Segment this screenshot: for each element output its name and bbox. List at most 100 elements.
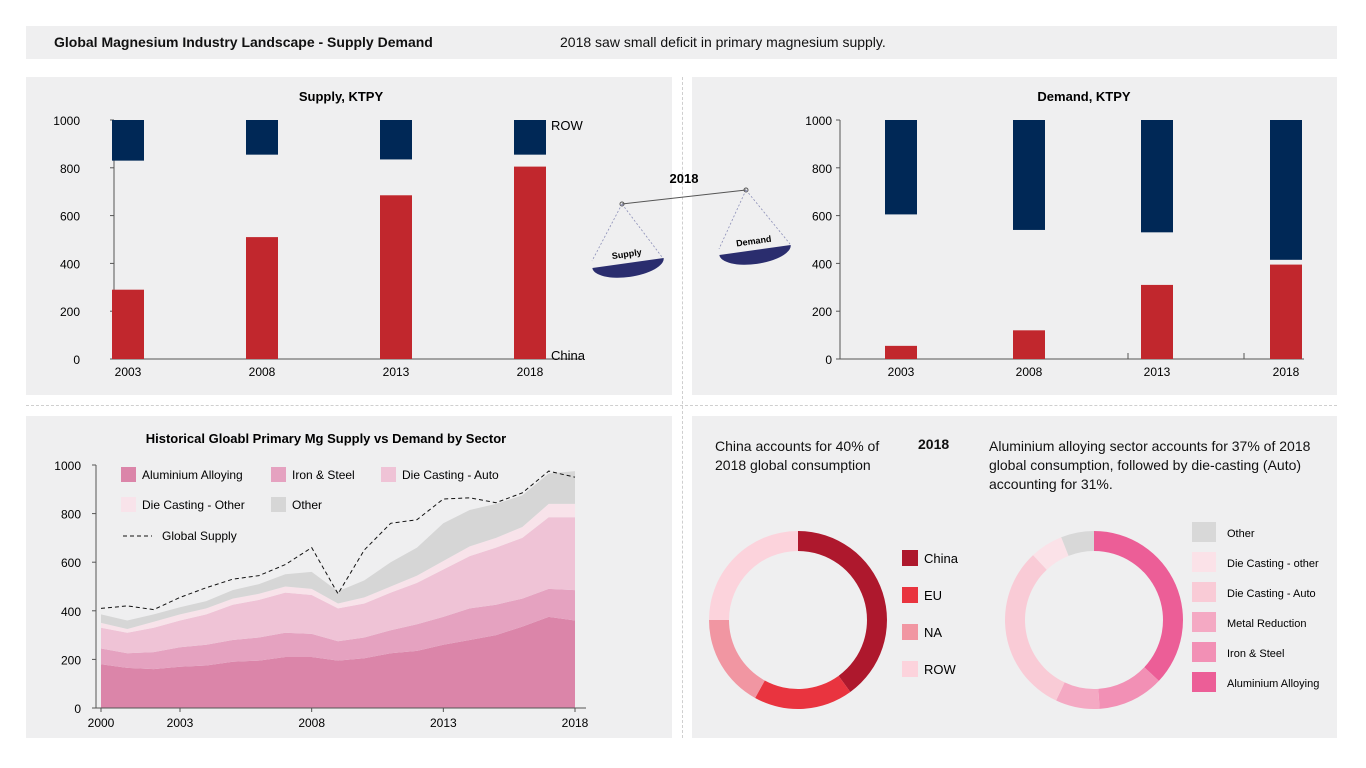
demand-bar-bottom <box>1141 284 1173 359</box>
sector-legend-swatch <box>1192 672 1216 692</box>
history-legend-label: Die Casting - Other <box>142 498 245 512</box>
sector-legend-label: Aluminium Alloying <box>1227 678 1319 690</box>
donut-year: 2018 <box>918 436 950 452</box>
scale-string <box>621 203 663 258</box>
supply-bar-top <box>246 120 278 155</box>
scale-pan-supply: Supply <box>592 247 664 278</box>
history-legend-line-label: Global Supply <box>162 529 237 543</box>
history-supply-line <box>100 470 576 611</box>
donut-charts: China EU NA ROW Other Die Casting - other Die … <box>709 522 1319 709</box>
scale-beam <box>621 189 747 205</box>
country-legend-label: NA <box>924 625 942 640</box>
sector-donut-slice-other <box>1061 531 1094 556</box>
history-x-tick-label: 2013 <box>430 716 457 730</box>
history-x-tick-label: 2008 <box>298 716 325 730</box>
demand-bar-bottom <box>885 345 917 359</box>
country-legend-label: EU <box>924 588 942 603</box>
demand-y-tick-label: 600 <box>812 210 832 224</box>
supply-bar-top <box>112 120 144 161</box>
scale-pivot-right <box>743 187 749 193</box>
history-y-tick-label: 0 <box>74 702 81 716</box>
supply-y-tick-label: 0 <box>73 353 80 367</box>
history-y-tick-label: 600 <box>61 556 81 570</box>
scale-pan-supply-label: Supply <box>611 247 642 261</box>
history-legend-swatch <box>121 497 136 512</box>
supply-x-tick-label: 2008 <box>249 365 276 379</box>
sector-donut-slice-iron-steel <box>1098 667 1159 709</box>
history-legend-swatch <box>121 467 136 482</box>
demand-chart: Demand, KTPY 0 200 400 600 800 1000 2003 2008 201… <box>805 89 1304 379</box>
demand-bar-top <box>1141 120 1173 233</box>
vertical-divider <box>682 77 683 738</box>
country-legend-swatch <box>902 661 918 677</box>
demand-bar-bottom <box>1270 264 1302 359</box>
country-donut-slice-na <box>709 620 765 698</box>
supply-x-tick-label: 2013 <box>383 365 410 379</box>
sector-legend-label: Die Casting - other <box>1227 558 1319 570</box>
supply-y-tick-label: 800 <box>60 162 80 176</box>
demand-y-tick-label: 800 <box>812 162 832 176</box>
supply-panel: Supply, KTPY 0 200 400 600 800 1000 2003 2008 201… <box>26 77 672 395</box>
history-panel: Historical Gloabl Primary Mg Supply vs D… <box>26 416 672 738</box>
history-area-iron-steel <box>101 588 575 670</box>
country-donut-slice-eu <box>755 675 851 709</box>
sector-legend-swatch <box>1192 552 1216 572</box>
country-legend-swatch <box>902 624 918 640</box>
page-title: Global Magnesium Industry Landscape - Su… <box>54 34 433 50</box>
scale-pan-demand-label: Demand <box>735 234 772 249</box>
history-x-tick-label: 2018 <box>562 716 589 730</box>
horizontal-divider <box>26 405 1337 406</box>
supply-legend-china: China <box>551 348 586 363</box>
demand-x-tick-label: 2013 <box>1144 365 1171 379</box>
history-y-tick-label: 200 <box>61 653 81 667</box>
demand-x-tick-label: 2003 <box>888 365 915 379</box>
country-donut-slice-row <box>709 531 798 620</box>
supply-y-tick-label: 1000 <box>53 114 80 128</box>
history-area-die-casting-auto <box>101 517 575 654</box>
country-legend-swatch <box>902 550 918 566</box>
scale-year: 2018 <box>670 171 699 186</box>
header-banner: Global Magnesium Industry Landscape - Su… <box>26 26 1337 59</box>
sector-legend-swatch <box>1192 582 1216 602</box>
history-area-aluminium-alloying <box>101 616 575 708</box>
history-y-tick-label: 1000 <box>54 459 81 473</box>
supply-y-tick-label: 400 <box>60 257 80 271</box>
scale-string <box>718 189 747 250</box>
supply-bar-top <box>380 120 412 160</box>
history-legend-swatch <box>271 467 286 482</box>
demand-panel: Demand, KTPY 0 200 400 600 800 1000 2003 2008 201… <box>692 77 1337 395</box>
sector-note: Aluminium alloying sector accounts for 3… <box>989 438 1311 492</box>
country-legend-swatch <box>902 587 918 603</box>
sector-legend-swatch <box>1192 642 1216 662</box>
sector-legend-swatch <box>1192 522 1216 542</box>
history-y-tick-label: 800 <box>61 508 81 522</box>
demand-y-tick-label: 200 <box>812 305 832 319</box>
supply-bar-bottom <box>246 237 278 359</box>
sector-donut-slice-aluminium-alloying <box>1094 531 1183 681</box>
sector-donut-slice-metal-reduction <box>1056 682 1100 709</box>
history-x-tick-label: 2000 <box>88 716 115 730</box>
demand-title: Demand, KTPY <box>1037 89 1131 104</box>
header-note: 2018 saw small deficit in primary magnes… <box>560 34 886 50</box>
history-y-tick-label: 400 <box>61 605 81 619</box>
sector-legend-label: Other <box>1227 528 1255 540</box>
demand-y-tick-label: 1000 <box>805 114 832 128</box>
demand-bar-top <box>1013 120 1045 230</box>
demand-bar-bottom <box>1013 330 1045 359</box>
history-legend-label: Die Casting - Auto <box>402 468 499 482</box>
consumption-panel: China accounts for 40% of 2018 global co… <box>692 416 1337 738</box>
supply-bar-top <box>514 120 546 155</box>
demand-bar-top <box>885 120 917 215</box>
history-area-die-casting-other <box>101 503 575 633</box>
history-legend-label: Other <box>292 498 322 512</box>
history-legend-swatch <box>271 497 286 512</box>
sector-legend-label: Die Casting - Auto <box>1227 588 1316 600</box>
demand-y-tick-label: 400 <box>812 257 832 271</box>
scale-pivot-left <box>619 201 625 207</box>
demand-y-tick-label: 0 <box>825 353 832 367</box>
history-title: Historical Gloabl Primary Mg Supply vs D… <box>146 431 507 446</box>
supply-bar-bottom <box>112 289 144 359</box>
history-legend-label: Iron & Steel <box>292 468 355 482</box>
demand-x-tick-label: 2018 <box>1273 365 1300 379</box>
supply-bar-bottom <box>380 195 412 359</box>
